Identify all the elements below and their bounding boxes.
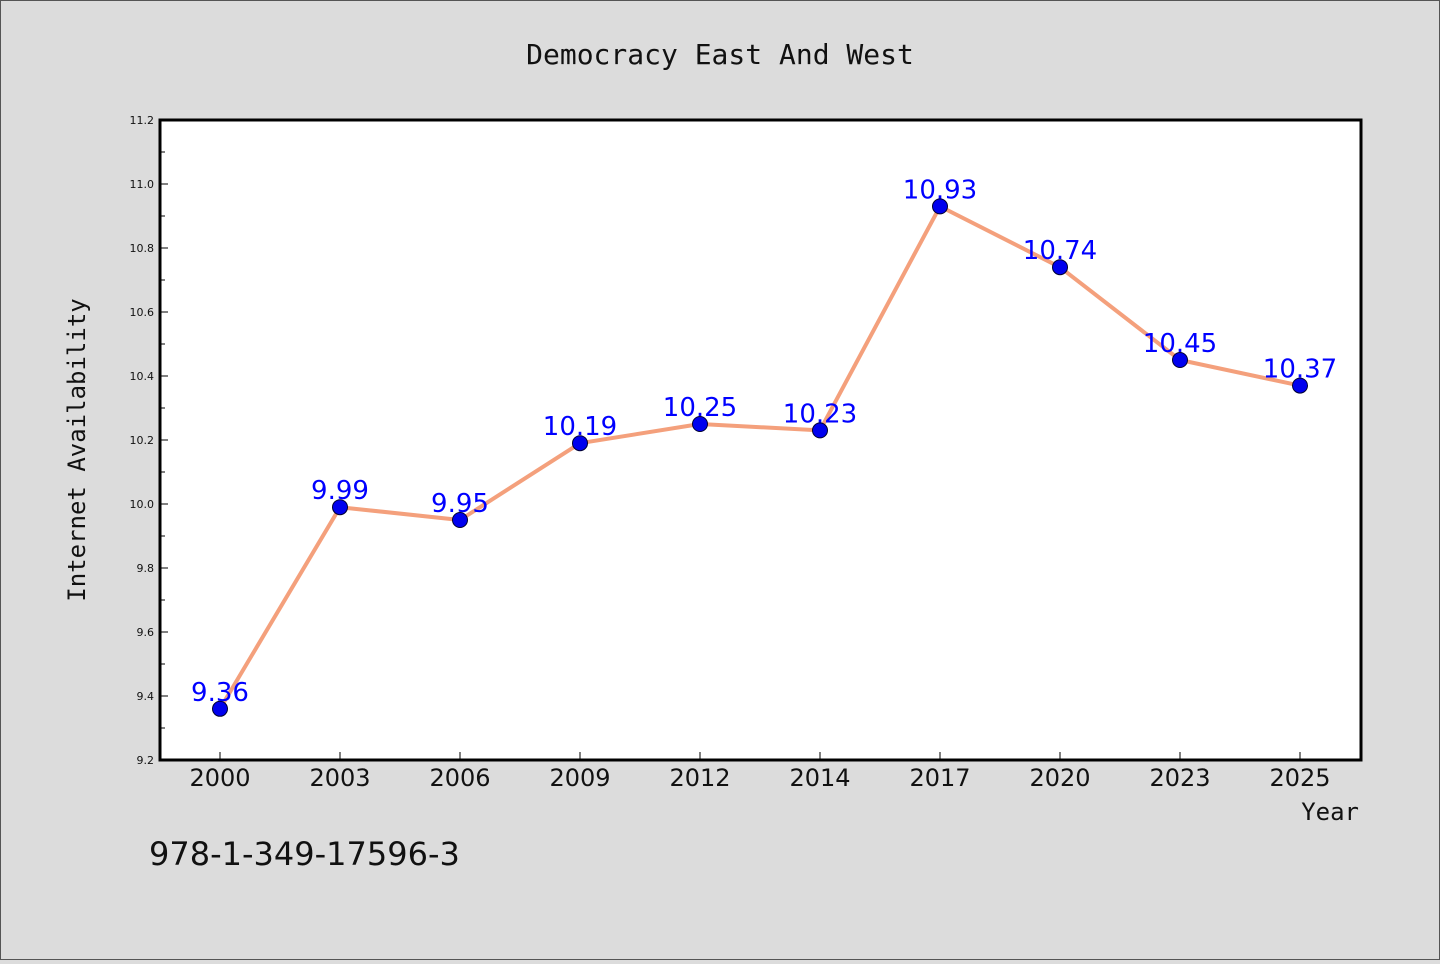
chart-title: Democracy East And West bbox=[526, 38, 914, 71]
data-label: 10.25 bbox=[663, 393, 737, 423]
data-point bbox=[932, 198, 948, 215]
y-tick-label: 10.8 bbox=[130, 242, 155, 255]
data-label: 10.45 bbox=[1143, 329, 1217, 359]
y-axis: 9.2 9.4 9.6 9.8 10.0 10.2 10.4 10.6 10.8 11.0 11.2 bbox=[130, 114, 168, 767]
y-tick-label: 10.2 bbox=[130, 434, 155, 447]
data-point bbox=[1052, 259, 1068, 276]
data-label: 9.99 bbox=[311, 476, 369, 506]
data-label: 10.23 bbox=[783, 399, 857, 429]
y-tick-label: 10.6 bbox=[130, 306, 155, 319]
data-label: 10.93 bbox=[903, 175, 977, 205]
plot-area bbox=[158, 118, 1363, 762]
y-tick-label: 9.6 bbox=[137, 626, 155, 639]
y-tick-label: 10.0 bbox=[130, 498, 155, 511]
y-tick-label: 10.4 bbox=[130, 370, 155, 383]
series-layer bbox=[212, 198, 1308, 717]
data-label: 10.37 bbox=[1263, 355, 1337, 385]
x-tick-label: 2023 bbox=[1149, 764, 1210, 792]
series-line bbox=[218, 204, 1301, 710]
data-point bbox=[1292, 377, 1308, 394]
x-tick-label: 2009 bbox=[549, 764, 610, 792]
data-point bbox=[452, 512, 468, 528]
x-axis: 2000 2003 2006 2009 2012 2014 2017 2020 2023 2025 bbox=[189, 752, 1331, 792]
y-tick-label: 9.4 bbox=[137, 690, 155, 703]
y-axis-label: Internet Availability bbox=[63, 298, 91, 601]
data-point bbox=[212, 700, 228, 717]
x-tick-label: 2025 bbox=[1269, 764, 1330, 792]
data-label: 9.95 bbox=[431, 489, 489, 519]
footnote-isbn: 978-1-349-17596-3 bbox=[149, 835, 460, 873]
x-tick-label: 2000 bbox=[189, 764, 250, 792]
data-labels-layer: 9.36 9.99 9.95 10.19 10.25 10.23 10.93 10.74 10.… bbox=[191, 175, 1337, 707]
x-tick-label: 2006 bbox=[429, 764, 490, 792]
y-tick-label: 9.2 bbox=[137, 754, 155, 767]
data-label: 10.19 bbox=[543, 412, 617, 442]
y-tick-label: 9.8 bbox=[137, 562, 155, 575]
x-tick-label: 2017 bbox=[909, 764, 970, 792]
data-point bbox=[692, 416, 708, 432]
data-point bbox=[572, 435, 588, 452]
data-point bbox=[332, 499, 348, 516]
data-label: 9.36 bbox=[191, 678, 249, 708]
y-tick-label: 11.0 bbox=[130, 178, 155, 191]
data-label: 10.74 bbox=[1023, 236, 1097, 266]
x-tick-label: 2012 bbox=[669, 764, 730, 792]
x-tick-label: 2003 bbox=[309, 764, 370, 792]
x-tick-label: 2020 bbox=[1029, 764, 1090, 792]
data-point bbox=[812, 422, 828, 439]
y-tick-label: 11.2 bbox=[130, 114, 155, 127]
data-point bbox=[1172, 352, 1188, 368]
x-axis-label: Year bbox=[1301, 798, 1359, 826]
x-tick-label: 2014 bbox=[789, 764, 850, 792]
